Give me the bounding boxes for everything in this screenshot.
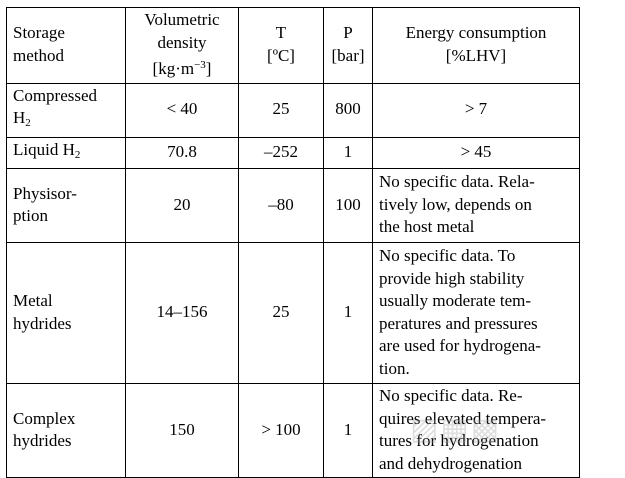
cell-density: < 40 (125, 82, 239, 138)
method-subscript: 2 (74, 148, 81, 161)
table-row: Complex hydrides 150 > 100 1 No specific… (6, 383, 580, 478)
cell-density: 14–156 (125, 242, 239, 384)
method-text: Liquid H (13, 139, 75, 159)
table-header-row: Storage method Volumetric density [kg·m−… (6, 7, 580, 84)
cell-method: Compressed H2 (6, 82, 126, 138)
header-energy-consumption: Energy consumption [%LHV] (372, 7, 580, 84)
method-line: Metal (13, 291, 53, 310)
energy-line: No specific data. To (379, 246, 516, 265)
header-volumetric-density: Volumetric density [kg·m−3] (125, 7, 239, 84)
method-line: ption (13, 206, 48, 225)
cell-energy: > 7 (372, 82, 580, 138)
energy-line: tion. (379, 358, 410, 378)
header-storage-method: Storage method (6, 7, 126, 84)
cell-pressure: 1 (323, 383, 373, 478)
energy-line: No specific data. Re- (379, 386, 523, 405)
method-line: Complex (13, 408, 76, 428)
header-density-line: Volumetric (144, 10, 220, 29)
method-line: hydrides (13, 313, 72, 333)
cell-temperature: –80 (238, 168, 324, 243)
table-row: Physisor- ption 20 –80 100 No specific d… (6, 168, 580, 243)
energy-line: provide high stability (379, 268, 525, 288)
method-line: Physisor- (13, 183, 77, 203)
hydrogen-storage-table: Storage method Volumetric density [kg·m−… (6, 7, 580, 478)
cell-pressure: 1 (323, 242, 373, 384)
cell-method: Liquid H2 (6, 136, 126, 169)
cell-energy: No specific data. Rela- tively low, depe… (372, 168, 580, 243)
header-temperature-line: [ºC] (267, 45, 295, 65)
method-line: H2 (13, 107, 119, 135)
energy-line: quires elevated tempera- (379, 408, 547, 428)
density-unit-text: [kg·m (152, 59, 195, 78)
density-unit-close: ] (205, 59, 212, 78)
energy-line: tively low, depends on (379, 194, 532, 214)
header-energy-line: [%LHV] (445, 45, 507, 65)
header-pressure-line: P (343, 23, 353, 43)
header-temperature-line: T (275, 23, 287, 43)
cell-temperature: –252 (238, 136, 324, 169)
method-formula: H (13, 108, 26, 127)
method-subscript: 2 (25, 117, 31, 129)
header-temperature: T [ºC] (238, 7, 324, 84)
cell-pressure: 1 (323, 136, 373, 169)
cell-method: Complex hydrides (6, 383, 126, 478)
cell-pressure: 800 (323, 82, 373, 138)
energy-line: are used for hydrogena- (379, 336, 541, 355)
cell-temperature: 25 (238, 82, 324, 138)
cell-method: Metal hydrides (6, 242, 126, 384)
cell-density: 70.8 (125, 136, 239, 169)
header-energy-line: Energy consumption (405, 23, 547, 43)
cell-temperature: 25 (238, 242, 324, 384)
cell-density: 20 (125, 168, 239, 243)
table-row: Liquid H2 70.8 –252 1 > 45 (6, 136, 580, 169)
header-method-line: Storage (13, 23, 65, 43)
energy-line: usually moderate tem- (379, 291, 532, 310)
table-row: Metal hydrides 14–156 25 1 No specific d… (6, 242, 580, 384)
method-line: Compressed (13, 85, 98, 105)
cell-temperature: > 100 (238, 383, 324, 478)
energy-line: the host metal (379, 217, 475, 237)
energy-line: peratures and pressures (379, 313, 538, 333)
method-line: hydrides (13, 431, 72, 450)
header-pressure: P [bar] (323, 7, 373, 84)
header-density-line: density (157, 32, 207, 52)
energy-line: and dehydrogenation (379, 453, 523, 473)
cell-density: 150 (125, 383, 239, 478)
energy-line: No specific data. Rela- (379, 172, 535, 192)
table-row: Compressed H2 < 40 25 800 > 7 (6, 82, 580, 138)
header-density-unit: [kg·m−3] (132, 54, 232, 81)
header-pressure-line: [bar] (331, 45, 365, 65)
cell-energy: > 45 (372, 136, 580, 169)
header-method-line: method (13, 45, 64, 65)
cell-energy: No specific data. To provide high stabil… (372, 242, 580, 384)
energy-line: tures for hydrogenation (379, 431, 539, 450)
density-unit-exponent: −3 (194, 59, 206, 71)
cell-method: Physisor- ption (6, 168, 126, 243)
cell-pressure: 100 (323, 168, 373, 243)
cell-energy: No specific data. Re- quires elevated te… (372, 383, 580, 478)
